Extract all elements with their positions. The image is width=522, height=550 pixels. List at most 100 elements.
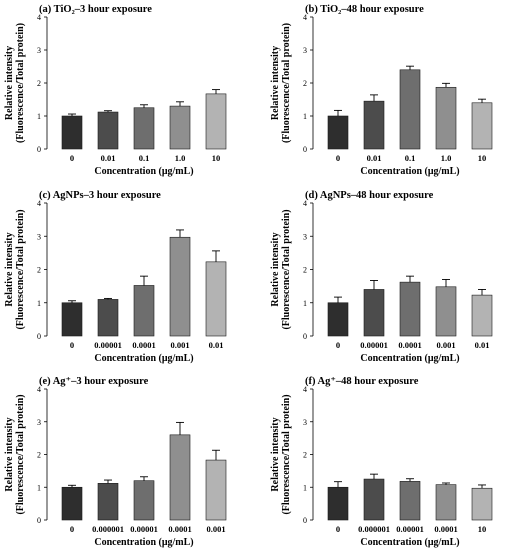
bar bbox=[399, 69, 421, 150]
x-tick-label: 0.00001 bbox=[396, 524, 424, 534]
chart-panel-e: (e) Ag⁺–3 hour exposure 0 1 2 3 4 Relative int… bbox=[4, 376, 227, 548]
x-tick-label: 1.0 bbox=[441, 153, 452, 163]
y-axis-label: Relative intensity(Fluorescence/Total pr… bbox=[4, 23, 26, 143]
x-tick-label: 10 bbox=[478, 524, 487, 534]
y-tick-label: 1 bbox=[303, 299, 307, 308]
bar bbox=[471, 294, 493, 337]
y-tick-label: 3 bbox=[37, 46, 41, 55]
bar bbox=[133, 107, 155, 150]
y-tick-label: 2 bbox=[303, 79, 307, 88]
bar bbox=[327, 486, 349, 521]
x-tick-label: 0.01 bbox=[209, 340, 224, 350]
bar bbox=[399, 481, 421, 521]
bar bbox=[327, 115, 349, 150]
x-tick-label: 0.01 bbox=[367, 153, 382, 163]
y-axis-label-line: Relative intensity bbox=[4, 232, 15, 306]
y-tick-label: 4 bbox=[303, 13, 307, 22]
y-tick-label: 1 bbox=[303, 112, 307, 121]
x-tick-label: 0 bbox=[70, 153, 74, 163]
y-tick-label: 0 bbox=[303, 516, 307, 525]
bar bbox=[435, 86, 457, 150]
chart-panel-d: (d) AgNPs–48 hour exposure 0 1 2 3 4 Relative … bbox=[270, 190, 493, 364]
bar bbox=[205, 93, 227, 150]
bar bbox=[471, 102, 493, 150]
y-tick-label: 1 bbox=[37, 299, 41, 308]
bar bbox=[399, 281, 421, 337]
y-axis-label-line: Relative intensity bbox=[4, 417, 15, 491]
x-axis-label: Concentration (μg/mL) bbox=[360, 353, 459, 364]
chart-title: (c) AgNPs–3 hour exposure bbox=[39, 190, 161, 201]
y-tick-label: 2 bbox=[37, 451, 41, 460]
y-axis-label-line: Relative intensity bbox=[4, 46, 15, 120]
y-tick-label: 3 bbox=[303, 418, 307, 427]
y-tick-label: 1 bbox=[37, 112, 41, 121]
x-axis-label: Concentration (μg/mL) bbox=[94, 353, 193, 364]
bar bbox=[363, 100, 385, 150]
x-tick-label: 0.0001 bbox=[398, 340, 421, 350]
y-axis-label-line: (Fluorescence/Total protein) bbox=[15, 23, 26, 143]
chart-panel-b: (b) TiO₂–48 hour exposure 0 1 2 3 4 Relative i… bbox=[270, 4, 493, 177]
y-tick-label: 1 bbox=[303, 483, 307, 492]
y-tick-label: 1 bbox=[37, 483, 41, 492]
x-axis-label: Concentration (μg/mL) bbox=[360, 166, 459, 177]
x-tick-label: 0.00001 bbox=[130, 524, 158, 534]
y-tick-label: 0 bbox=[37, 516, 41, 525]
x-axis-label: Concentration (μg/mL) bbox=[94, 537, 193, 548]
y-axis-label: Relative intensity(Fluorescence/Total pr… bbox=[270, 209, 292, 329]
x-tick-label: 0 bbox=[336, 524, 340, 534]
x-tick-label: 0.01 bbox=[475, 340, 490, 350]
bar bbox=[61, 486, 83, 521]
bar bbox=[97, 299, 119, 337]
y-axis-label-line: Relative intensity bbox=[270, 417, 281, 491]
y-axis-label-line: (Fluorescence/Total protein) bbox=[281, 394, 292, 514]
y-tick-label: 2 bbox=[37, 266, 41, 275]
bar bbox=[471, 487, 493, 521]
y-axis-label-line: Relative intensity bbox=[270, 46, 281, 120]
bar bbox=[61, 302, 83, 337]
bar bbox=[205, 459, 227, 521]
x-tick-label: 10 bbox=[212, 153, 221, 163]
bar bbox=[97, 111, 119, 150]
y-tick-label: 3 bbox=[37, 418, 41, 427]
y-tick-label: 3 bbox=[37, 232, 41, 241]
bar bbox=[435, 286, 457, 337]
bar bbox=[205, 261, 227, 337]
x-tick-label: 0.001 bbox=[206, 524, 225, 534]
x-tick-label: 0.0001 bbox=[434, 524, 457, 534]
bar bbox=[435, 484, 457, 521]
chart-title: (a) TiO₂–3 hour exposure bbox=[39, 4, 152, 15]
y-tick-label: 0 bbox=[303, 145, 307, 154]
x-tick-label: 0.0001 bbox=[168, 524, 191, 534]
y-tick-label: 2 bbox=[303, 266, 307, 275]
x-tick-label: 0.1 bbox=[405, 153, 416, 163]
x-axis-label: Concentration (μg/mL) bbox=[360, 537, 459, 548]
y-tick-label: 3 bbox=[303, 232, 307, 241]
y-axis-label: Relative intensity(Fluorescence/Total pr… bbox=[270, 23, 292, 143]
chart-title: (b) TiO₂–48 hour exposure bbox=[305, 4, 424, 15]
x-tick-label: 0 bbox=[70, 340, 74, 350]
x-tick-label: 0.00001 bbox=[94, 340, 122, 350]
y-axis-label-line: (Fluorescence/Total protein) bbox=[15, 209, 26, 329]
y-tick-label: 4 bbox=[303, 199, 307, 208]
x-tick-label: 0.001 bbox=[170, 340, 189, 350]
bar bbox=[169, 236, 191, 337]
y-tick-label: 3 bbox=[303, 46, 307, 55]
x-tick-label: 0.00001 bbox=[360, 340, 388, 350]
y-tick-label: 4 bbox=[37, 199, 41, 208]
y-axis-label: Relative intensity(Fluorescence/Total pr… bbox=[4, 394, 26, 514]
y-axis-label: Relative intensity(Fluorescence/Total pr… bbox=[270, 394, 292, 514]
y-tick-label: 0 bbox=[303, 332, 307, 341]
bar bbox=[169, 434, 191, 521]
chart-panel-c: (c) AgNPs–3 hour exposure 0 1 2 3 4 Relative i… bbox=[4, 190, 227, 364]
y-axis-label: Relative intensity(Fluorescence/Total pr… bbox=[4, 209, 26, 329]
bar bbox=[61, 115, 83, 150]
x-tick-label: 0.1 bbox=[139, 153, 150, 163]
y-axis-label-line: Relative intensity bbox=[270, 232, 281, 306]
y-axis-label-line: (Fluorescence/Total protein) bbox=[15, 394, 26, 514]
chart-panel-a: (a) TiO₂–3 hour exposure 0 1 2 3 4 Relative in… bbox=[4, 4, 227, 177]
x-tick-label: 0 bbox=[336, 340, 340, 350]
y-axis-label-line: (Fluorescence/Total protein) bbox=[281, 23, 292, 143]
chart-title: (f) Ag⁺–48 hour exposure bbox=[305, 376, 419, 387]
x-tick-label: 1.0 bbox=[175, 153, 186, 163]
